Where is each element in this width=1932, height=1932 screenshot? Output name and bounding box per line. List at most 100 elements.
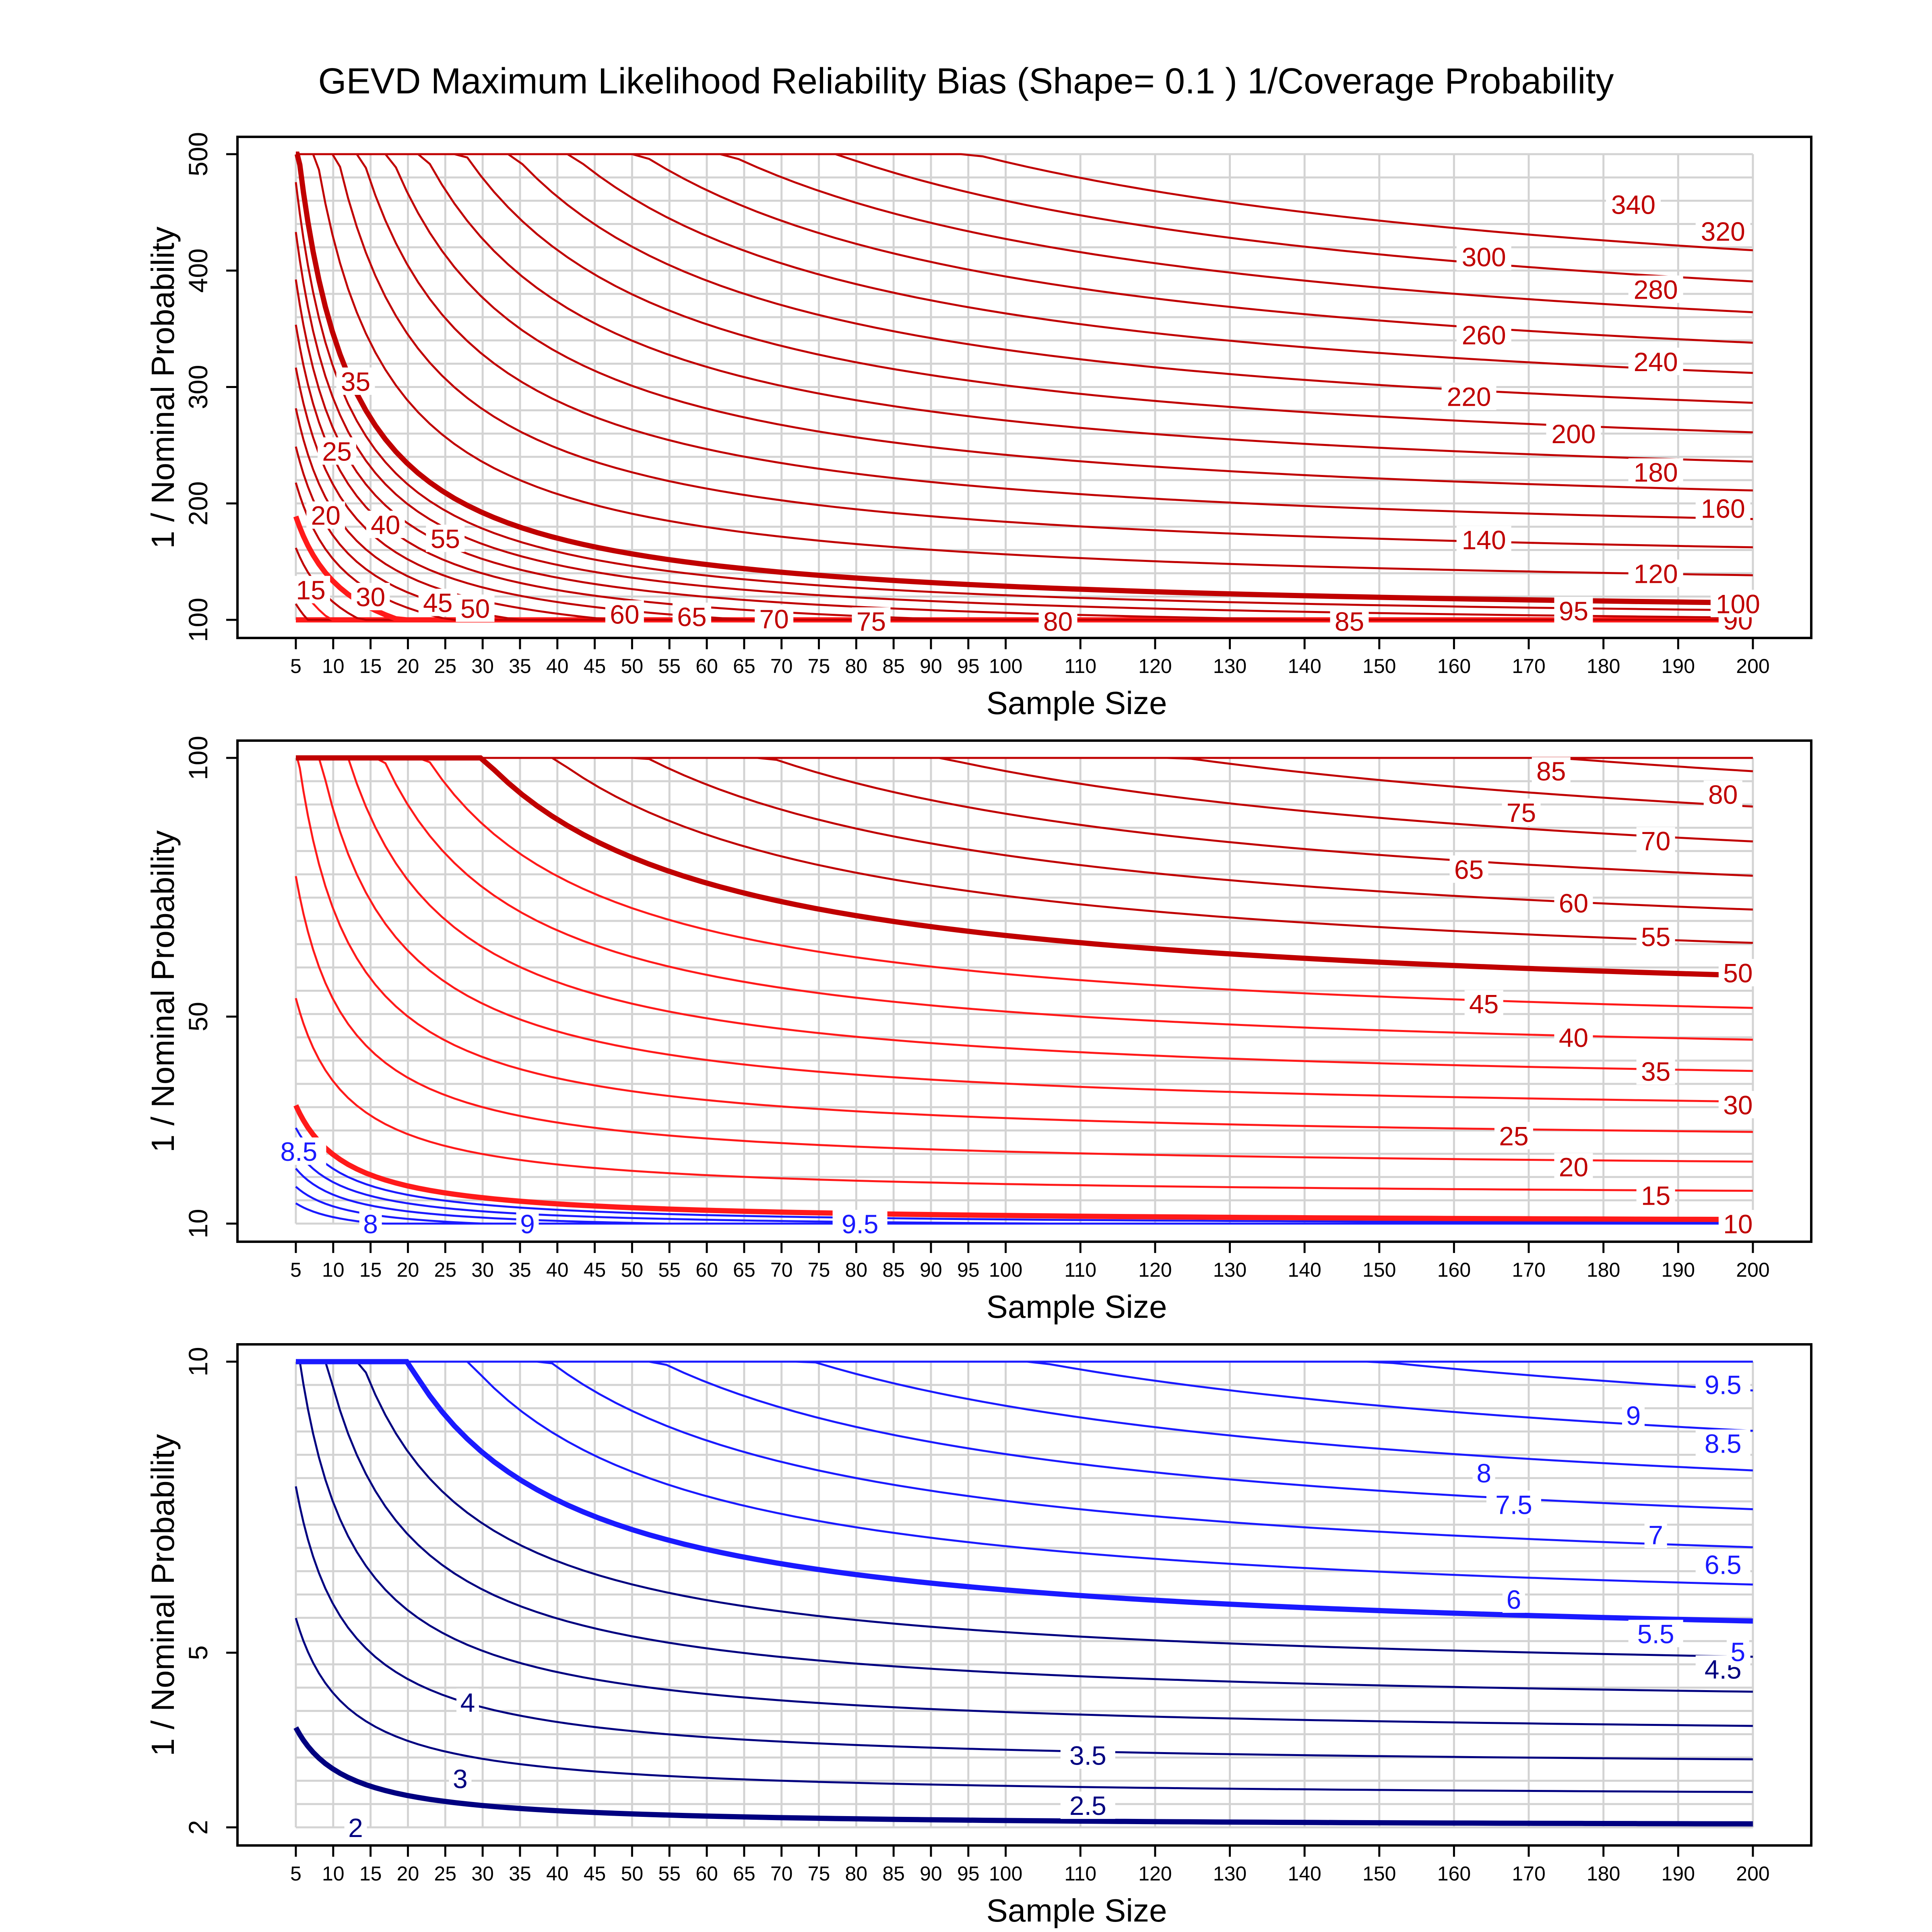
contour-label: 160 (1701, 493, 1745, 523)
contour-label: 65 (677, 602, 706, 632)
x-tick-label: 60 (696, 1862, 718, 1885)
contour-label-bg (1628, 347, 1683, 375)
contour-label-bg (336, 367, 375, 395)
contour-line-340 (296, 153, 1753, 252)
x-tick-label: 130 (1213, 1862, 1247, 1885)
x-axis-label: Sample Size (986, 1893, 1167, 1928)
contour-line-9 (295, 1148, 1753, 1225)
contour-line-240 (296, 153, 1753, 404)
contour-line-140 (296, 153, 1753, 549)
contour-label-bg (1554, 1153, 1593, 1181)
contour-label: 3.5 (1069, 1741, 1106, 1771)
contour-line-30 (296, 757, 1753, 1103)
x-tick-label: 170 (1512, 1862, 1545, 1885)
contour-label-bg (449, 1765, 472, 1792)
y-axis-label: 1 / Nominal Probability (145, 830, 181, 1152)
x-tick-label: 55 (658, 1259, 681, 1281)
contour-label-bg (605, 600, 644, 628)
x-tick-label: 100 (989, 1259, 1022, 1281)
contour-label-bg (1554, 889, 1593, 916)
x-tick-label: 190 (1662, 1862, 1695, 1885)
contour-label: 8 (363, 1209, 378, 1239)
contour-label: 45 (423, 588, 452, 618)
contour-label: 30 (356, 582, 385, 612)
contour-label-bg (351, 583, 390, 611)
contour-label-bg (1636, 827, 1675, 855)
x-tick-label: 95 (957, 1862, 980, 1885)
y-tick-label: 50 (183, 1002, 213, 1031)
x-tick-label: 85 (882, 1862, 905, 1885)
contour-label: 140 (1462, 525, 1506, 555)
contour-line-160 (296, 153, 1753, 520)
contour-label: 15 (1641, 1181, 1670, 1210)
y-tick-label: 5 (183, 1645, 213, 1660)
contour-label-bg (318, 437, 357, 465)
contour-label-bg (1060, 1741, 1115, 1769)
x-tick-label: 70 (770, 1259, 793, 1281)
contour-label-bg (1703, 780, 1742, 808)
contour-line-2.5 (295, 1618, 1753, 1793)
x-tick-label: 50 (621, 1259, 644, 1281)
x-tick-label: 65 (733, 1862, 755, 1885)
contour-label-bg (1636, 923, 1675, 950)
contour-label: 80 (1708, 780, 1738, 809)
contour-label: 9.5 (1705, 1370, 1742, 1399)
x-tick-label: 50 (621, 1862, 644, 1885)
x-tick-label: 75 (808, 655, 830, 677)
contour-label-bg (1695, 1429, 1750, 1457)
x-tick-label: 150 (1362, 1862, 1396, 1885)
x-tick-label: 200 (1736, 1862, 1769, 1885)
contour-label: 9 (1626, 1401, 1641, 1430)
contour-label-bg (1532, 757, 1571, 785)
x-tick-label: 120 (1138, 1862, 1172, 1885)
contour-line-120 (296, 153, 1753, 576)
x-tick-label: 150 (1362, 655, 1396, 677)
x-tick-label: 75 (808, 1259, 830, 1281)
contour-label-bg (1060, 1792, 1115, 1819)
x-tick-label: 75 (808, 1862, 830, 1885)
x-tick-label: 90 (920, 655, 942, 677)
contour-label-bg (1628, 458, 1683, 486)
contour-line-90 (295, 232, 1753, 619)
contour-label-bg (1330, 607, 1369, 635)
x-tick-label: 20 (397, 655, 419, 677)
contour-label-bg (1636, 1057, 1675, 1085)
x-tick-label: 160 (1437, 1259, 1471, 1281)
contour-label: 6.5 (1705, 1550, 1742, 1579)
x-tick-label: 30 (471, 655, 494, 677)
x-tick-label: 85 (882, 655, 905, 677)
x-tick-label: 120 (1138, 1259, 1172, 1281)
x-tick-label: 65 (733, 1259, 755, 1281)
contour-label-bg (1502, 1585, 1525, 1613)
plot-frame (236, 739, 1812, 1243)
contour-label: 7.5 (1495, 1490, 1532, 1519)
contour-label: 70 (759, 604, 788, 634)
x-tick-label: 70 (770, 1862, 793, 1885)
contour-label-bg (1726, 1638, 1749, 1666)
x-tick-label: 15 (359, 1259, 382, 1281)
x-tick-label: 35 (509, 1259, 531, 1281)
contour-label-bg (1695, 1371, 1750, 1398)
x-tick-label: 110 (1064, 1259, 1096, 1281)
x-tick-label: 140 (1288, 1259, 1321, 1281)
x-tick-label: 190 (1662, 1259, 1695, 1281)
x-tick-label: 95 (957, 1259, 980, 1281)
x-axis-label: Sample Size (986, 1289, 1167, 1325)
y-tick-label: 10 (183, 1347, 213, 1376)
x-tick-label: 10 (322, 1259, 345, 1281)
contour-label-bg (1710, 590, 1765, 617)
contour-label-bg (1038, 607, 1077, 635)
contour-label-bg (1628, 275, 1683, 303)
contour-label-bg (1695, 217, 1750, 245)
x-tick-label: 45 (584, 655, 606, 677)
contour-label: 240 (1634, 347, 1678, 377)
contour-line-80 (295, 324, 1753, 621)
x-tick-label: 150 (1362, 1259, 1396, 1281)
contour-label-bg (1456, 526, 1511, 553)
contour-label: 8 (1476, 1458, 1491, 1488)
y-tick-label: 200 (183, 481, 213, 526)
contour-label: 85 (1536, 756, 1566, 786)
x-tick-label: 25 (434, 655, 456, 677)
contour-label: 4 (460, 1688, 475, 1717)
